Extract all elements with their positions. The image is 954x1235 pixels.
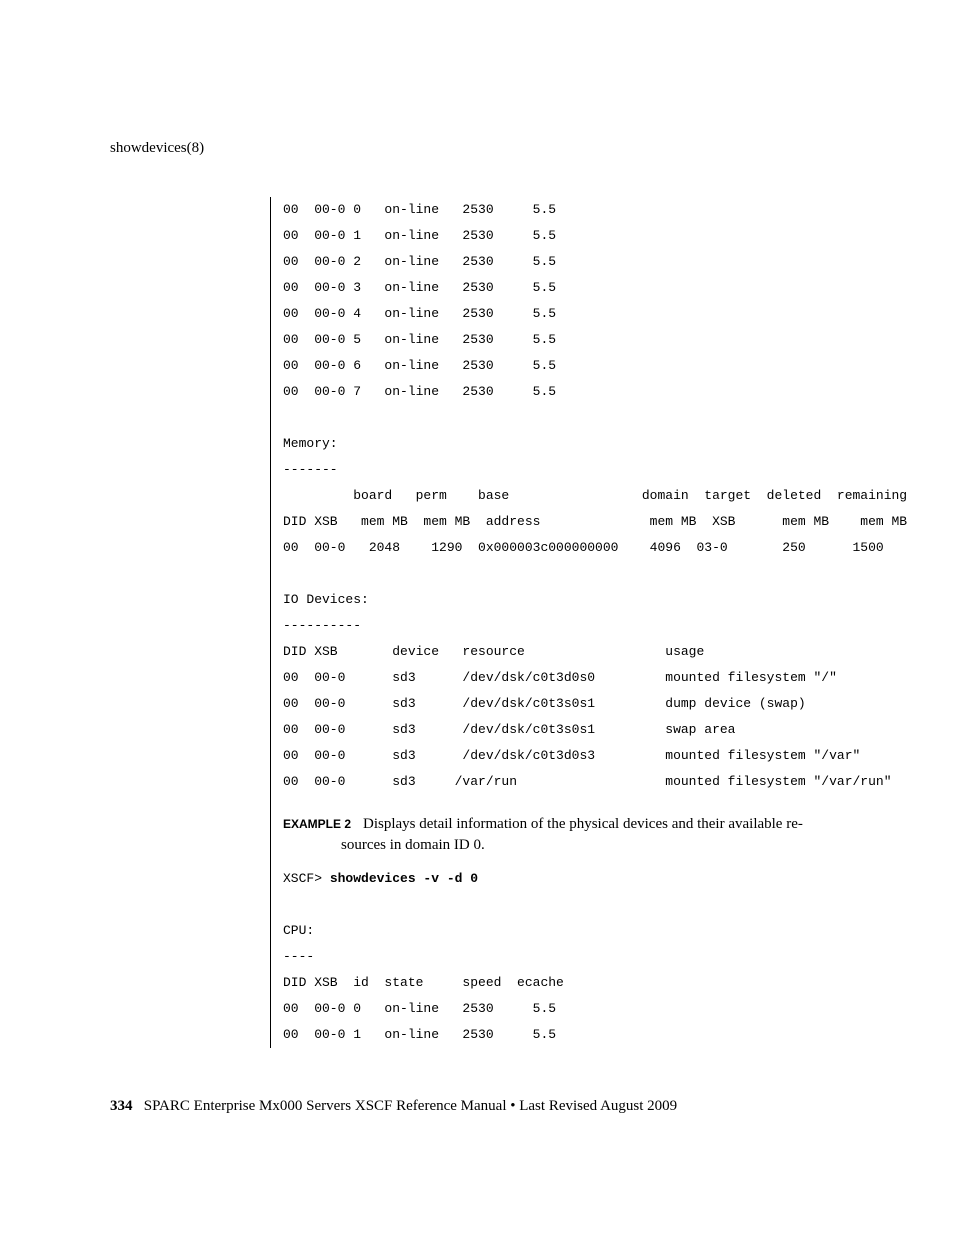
memory-h2: DID XSB mem MB mem MB address mem MB XSB… [283, 514, 907, 529]
command-name: showdevices(8) [110, 140, 204, 156]
footer-text: SPARC Enterprise Mx000 Servers XSCF Refe… [144, 1098, 677, 1114]
page-footer: 334 SPARC Enterprise Mx000 Servers XSCF … [110, 1098, 677, 1115]
cpu2-row-1: 00 00-0 1 on-line 2530 5.5 [283, 1027, 556, 1042]
page-container: showdevices(8) 00 00-0 0 on-line 2530 5.… [0, 0, 954, 1235]
io-title: IO Devices: [283, 592, 369, 607]
io-row-3: 00 00-0 sd3 /dev/dsk/c0t3d0s3 mounted fi… [283, 748, 860, 763]
example-text-2: sources in domain ID 0. [341, 835, 854, 856]
io-row-0: 00 00-0 sd3 /dev/dsk/c0t3d0s0 mounted fi… [283, 670, 837, 685]
page-header: showdevices(8) [110, 140, 854, 157]
example-cmd-block: XSCF> showdevices -v -d 0 CPU: ---- DID … [283, 866, 854, 1048]
memory-sep: ------- [283, 462, 338, 477]
example-2-block: EXAMPLE 2 Displays detail information of… [283, 813, 854, 856]
cpu2-row-0: 00 00-0 0 on-line 2530 5.5 [283, 1001, 556, 1016]
cpu2-title: CPU: [283, 923, 314, 938]
example-text-1: Displays detail information of the physi… [363, 816, 803, 832]
io-row-1: 00 00-0 sd3 /dev/dsk/c0t3s0s1 dump devic… [283, 696, 806, 711]
memory-title: Memory: [283, 436, 338, 451]
cpu-rows-1: 00 00-0 0 on-line 2530 5.5 00 00-0 1 on-… [283, 197, 854, 795]
cpu2-h1: DID XSB id state speed ecache [283, 975, 564, 990]
example-label: EXAMPLE 2 [283, 817, 351, 831]
memory-r1: 00 00-0 2048 1290 0x000003c000000000 409… [283, 540, 884, 555]
main-content: 00 00-0 0 on-line 2530 5.5 00 00-0 1 on-… [270, 197, 854, 1048]
cmd-text: showdevices -v -d 0 [330, 871, 478, 886]
page-number: 334 [110, 1098, 133, 1114]
memory-h1: board perm base domain target deleted re… [283, 488, 907, 503]
io-row-4: 00 00-0 sd3 /var/run mounted filesystem … [283, 774, 892, 789]
cmd-prompt: XSCF> [283, 871, 330, 886]
cpu2-sep: ---- [283, 949, 314, 964]
io-sep: ---------- [283, 618, 361, 633]
io-row-2: 00 00-0 sd3 /dev/dsk/c0t3s0s1 swap area [283, 722, 735, 737]
io-h1: DID XSB device resource usage [283, 644, 704, 659]
